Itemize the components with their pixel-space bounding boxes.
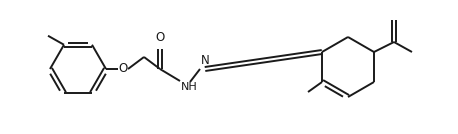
Text: O: O: [155, 31, 164, 44]
Text: N: N: [201, 54, 210, 67]
Text: O: O: [118, 62, 128, 75]
Text: NH: NH: [181, 82, 198, 92]
